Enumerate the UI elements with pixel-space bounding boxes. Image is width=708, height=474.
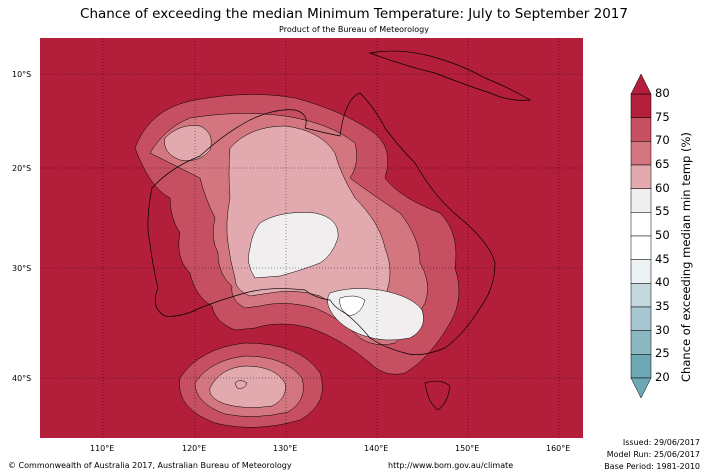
colorbar-segment <box>630 283 652 308</box>
colorbar-segment <box>630 188 652 213</box>
band-60-65-south <box>209 365 286 408</box>
australia-coastline <box>147 92 496 355</box>
colorbar-title: Chance of exceeding median min temp (%) <box>679 132 693 382</box>
colorbar-segment <box>630 306 652 331</box>
lat-tick-40s: 40°S <box>12 374 32 383</box>
colorbar-tick-label: 50 <box>655 228 670 242</box>
colorbar-segment <box>630 164 652 189</box>
colorbar-segment <box>630 330 652 355</box>
band-55-60 <box>248 212 339 279</box>
colorbar-min-arrow <box>630 377 652 399</box>
colorbar-segment <box>630 235 652 260</box>
colorbar-tick-label: 80 <box>655 86 670 100</box>
band-50-55 <box>339 295 366 317</box>
colorbar-segment <box>630 141 652 166</box>
lon-tick-150e: 150°E <box>455 444 480 453</box>
colorbar-tick-label: 55 <box>655 204 670 219</box>
base-period: Base Period: 1981-2010 <box>604 462 700 471</box>
issued-date: Issued: 29/06/2017 <box>622 438 700 447</box>
lat-tick-20s: 20°S <box>12 164 32 173</box>
colorbar-max-arrow <box>630 73 652 95</box>
map-gridlines <box>40 38 583 438</box>
colorbar-segment <box>630 354 652 379</box>
colorbar-tick-label: 40 <box>655 275 670 290</box>
probability-map <box>40 38 583 438</box>
band-60-65-north <box>164 125 212 161</box>
colorbar-tick-label: 25 <box>655 346 670 361</box>
lon-tick-110e: 110°E <box>90 444 115 453</box>
colorbar-segment <box>630 259 652 284</box>
png-coastline <box>368 50 532 101</box>
colorbar-tick-label: 75 <box>655 109 670 124</box>
model-run-date: Model Run: 25/06/2017 <box>606 450 700 459</box>
source-url: http://www.bom.gov.au/climate <box>388 461 514 470</box>
lon-tick-160e: 160°E <box>546 444 571 453</box>
lon-tick-120e: 120°E <box>182 444 207 453</box>
tasmania-coastline <box>424 380 451 411</box>
colorbar <box>630 73 652 399</box>
lat-tick-30s: 30°S <box>12 264 32 273</box>
band-60-65-inner <box>234 380 248 389</box>
colorbar-tick-label: 30 <box>655 322 670 337</box>
map-title: Chance of exceeding the median Minimum T… <box>80 6 628 22</box>
colorbar-tick-label: 60 <box>655 180 670 195</box>
colorbar-segment <box>630 117 652 142</box>
colorbar-tick-label: 35 <box>655 299 670 313</box>
colorbar-tick-label: 70 <box>655 133 670 148</box>
lat-tick-10s: 10°S <box>12 70 32 79</box>
lon-tick-130e: 130°E <box>273 444 298 453</box>
colorbar-tick-label: 20 <box>655 370 670 384</box>
colorbar-segment <box>630 212 652 237</box>
lon-tick-140e: 140°E <box>364 444 389 453</box>
colorbar-tick-label: 45 <box>655 251 670 266</box>
colorbar-tick-label: 65 <box>655 157 670 171</box>
colorbar-segment <box>630 93 652 118</box>
map-subtitle: Product of the Bureau of Meteorology <box>279 25 429 34</box>
copyright-text: © Commonwealth of Australia 2017, Austra… <box>8 461 292 470</box>
